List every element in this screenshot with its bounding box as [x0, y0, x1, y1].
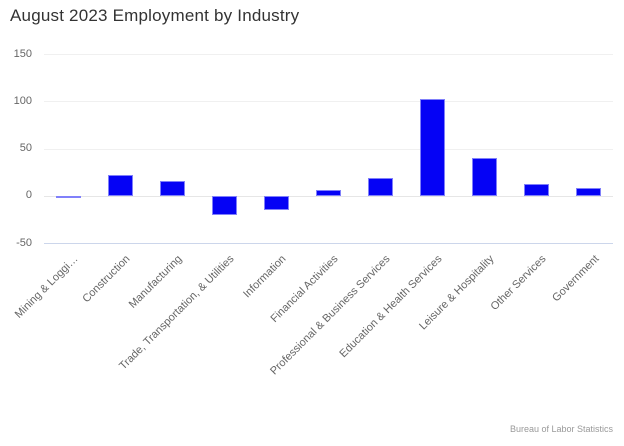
bar[interactable]	[55, 195, 81, 198]
bar[interactable]	[367, 177, 393, 196]
y-axis-tick-label: 50	[19, 142, 32, 155]
y-axis-tick-label: 0	[25, 189, 32, 202]
y-axis-tick-label: 100	[13, 94, 32, 107]
gridline	[44, 101, 613, 103]
credits-label: Bureau of Labor Statistics	[509, 424, 613, 434]
gridline	[44, 195, 613, 197]
chart-title: August 2023 Employment by Industry	[10, 6, 300, 25]
bar[interactable]	[419, 99, 445, 196]
bar[interactable]	[471, 158, 497, 196]
bar[interactable]	[263, 195, 289, 211]
x-axis-tick-label: Construction	[80, 253, 133, 306]
gridline	[44, 148, 613, 150]
bar[interactable]	[211, 195, 237, 215]
bar[interactable]	[315, 190, 341, 196]
gridline	[44, 54, 613, 55]
x-axis-line	[44, 243, 613, 245]
bar[interactable]	[576, 188, 601, 196]
y-axis-tick-label: 150	[13, 47, 32, 60]
y-axis-tick-label: -50	[16, 236, 32, 249]
bar[interactable]	[159, 180, 185, 196]
bar[interactable]	[107, 175, 133, 196]
bar[interactable]	[523, 183, 549, 196]
